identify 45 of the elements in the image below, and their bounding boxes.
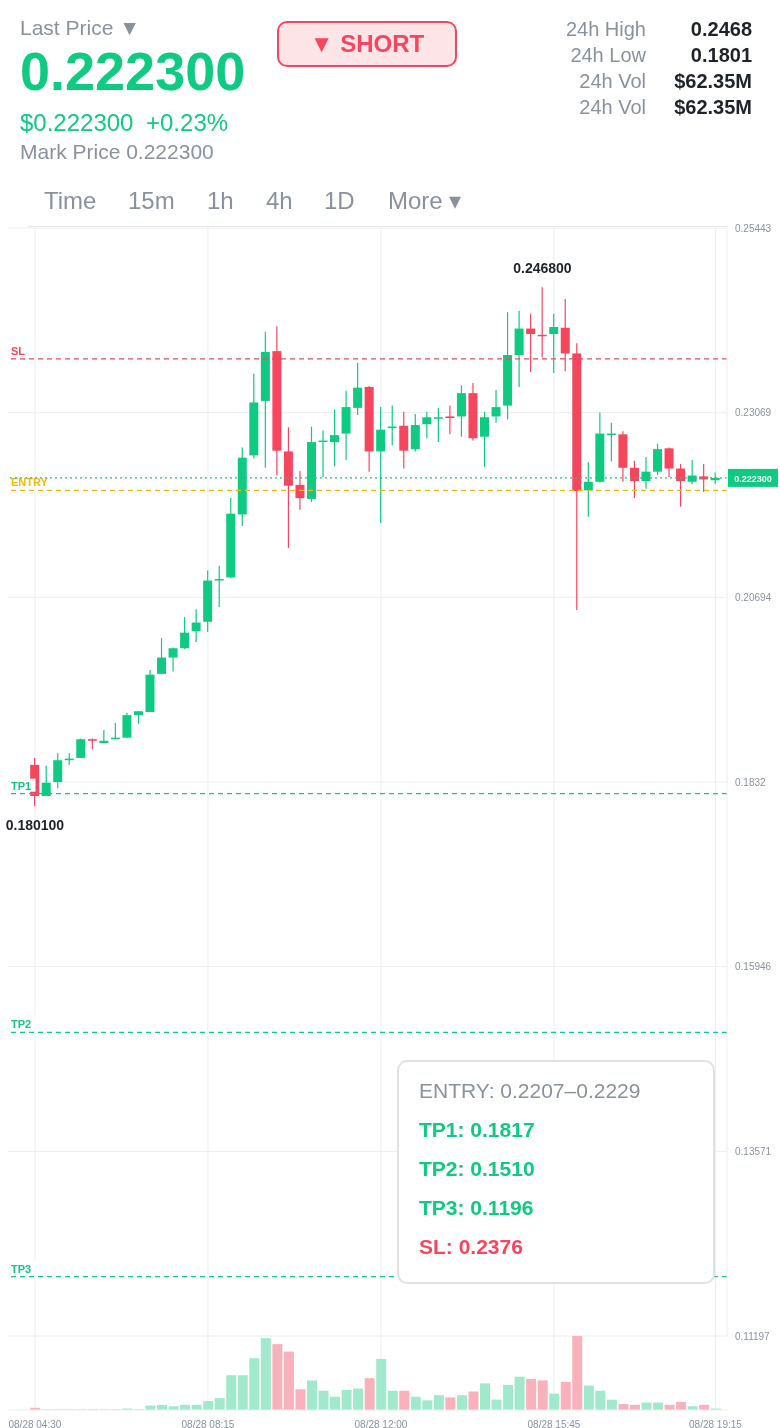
ref-line-label: ENTRY [11,476,49,489]
text: 0.222300 [20,41,246,102]
annotation: TP2: 0.1510 [419,1156,536,1182]
annotation: ENTRY: 0.2207–0.2229 [419,1078,642,1104]
text: More ▾ [388,187,462,215]
y-tick-label: 0.1832 [735,776,767,788]
text: 15m [128,187,175,215]
annotation: 0.180100 [5,817,65,834]
ref-line-label: 0.222300 [734,473,772,484]
y-tick-label: 0.11197 [735,1330,771,1342]
x-tick-label: 08/28 12:00 [354,1419,408,1428]
text: Mark Price 0.222300 [20,140,214,164]
ref-line-label: SL [11,344,26,357]
annotation: SL: 0.2376 [419,1234,524,1260]
x-tick-label: 08/28 08:15 [181,1419,235,1428]
text: 0.2468 [690,18,752,40]
text: 24h Low [570,44,646,66]
text: 4h [266,187,293,215]
y-tick-label: 0.23069 [735,407,772,419]
text: ▼ SHORT [277,21,457,67]
text: $62.35M [674,96,752,118]
text: 24h Vol [579,96,646,118]
text: 1D [324,187,355,215]
y-tick-label: 0.25443 [735,222,772,234]
ref-line-label: TP1 [11,779,32,792]
annotation: TP3: 0.1196 [419,1195,535,1221]
ref-line-label: TP2 [11,1018,32,1031]
text: +0.23% [146,109,229,137]
text: Time [44,187,97,215]
text: $0.222300 [20,109,134,137]
x-tick-label: 08/28 04:30 [8,1419,62,1428]
x-tick-label: 08/28 15:45 [527,1419,581,1428]
y-tick-label: 0.13571 [735,1145,772,1157]
text: 24h High [565,18,646,40]
annotation: 0.246800 [513,260,572,277]
text: Last Price ▼ [20,16,140,40]
x-tick-label: 08/28 19:15 [689,1419,743,1428]
text: 0.1801 [690,44,752,66]
ref-line-label: TP3 [11,1262,32,1275]
text: $62.35M [674,70,752,92]
y-tick-label: 0.15946 [735,961,772,973]
text: 24h Vol [579,70,646,92]
text: 1h [207,187,234,215]
annotation: TP1: 0.1817 [419,1117,536,1143]
y-tick-label: 0.20694 [735,591,772,603]
